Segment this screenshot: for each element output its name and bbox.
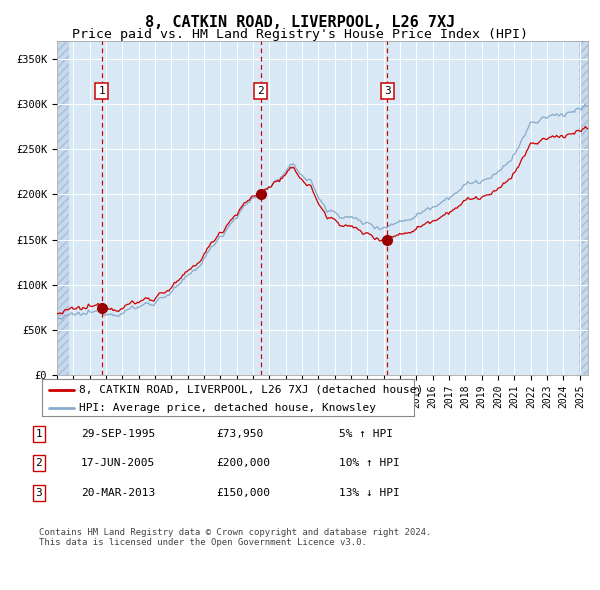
Text: 20-MAR-2013: 20-MAR-2013 xyxy=(81,488,155,497)
Text: £200,000: £200,000 xyxy=(216,458,270,468)
Text: 17-JUN-2005: 17-JUN-2005 xyxy=(81,458,155,468)
Text: £150,000: £150,000 xyxy=(216,488,270,497)
Text: 10% ↑ HPI: 10% ↑ HPI xyxy=(339,458,400,468)
Text: 8, CATKIN ROAD, LIVERPOOL, L26 7XJ (detached house): 8, CATKIN ROAD, LIVERPOOL, L26 7XJ (deta… xyxy=(79,385,424,395)
Text: 8, CATKIN ROAD, LIVERPOOL, L26 7XJ: 8, CATKIN ROAD, LIVERPOOL, L26 7XJ xyxy=(145,15,455,30)
Text: 13% ↓ HPI: 13% ↓ HPI xyxy=(339,488,400,497)
Text: 1: 1 xyxy=(35,429,43,438)
Text: 5% ↑ HPI: 5% ↑ HPI xyxy=(339,429,393,438)
Text: £73,950: £73,950 xyxy=(216,429,263,438)
Text: HPI: Average price, detached house, Knowsley: HPI: Average price, detached house, Know… xyxy=(79,403,376,413)
Text: 2: 2 xyxy=(257,86,264,96)
Text: 3: 3 xyxy=(384,86,391,96)
Text: 29-SEP-1995: 29-SEP-1995 xyxy=(81,429,155,438)
Text: 2: 2 xyxy=(35,458,43,468)
Text: Price paid vs. HM Land Registry's House Price Index (HPI): Price paid vs. HM Land Registry's House … xyxy=(72,28,528,41)
Text: Contains HM Land Registry data © Crown copyright and database right 2024.
This d: Contains HM Land Registry data © Crown c… xyxy=(39,528,431,548)
Text: 1: 1 xyxy=(98,86,106,96)
Text: 3: 3 xyxy=(35,488,43,497)
